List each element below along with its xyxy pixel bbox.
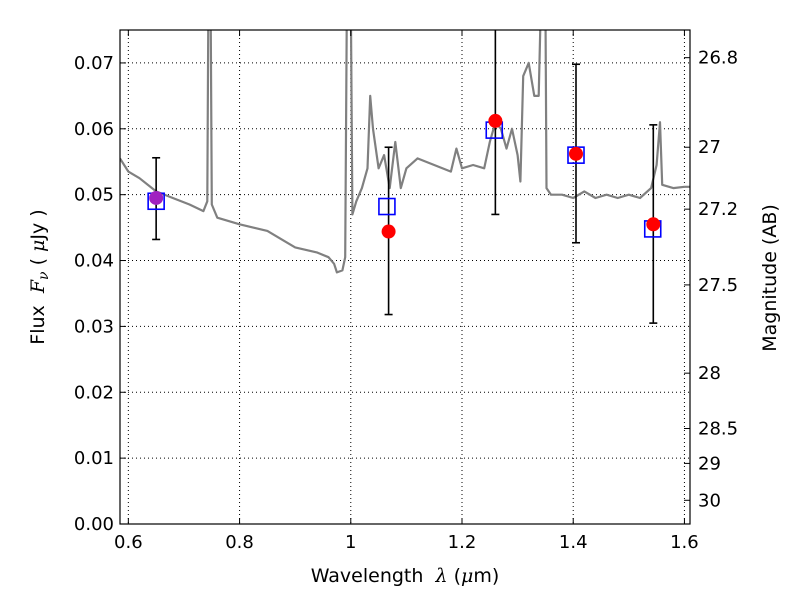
x-tick-label: 0.6 — [114, 532, 143, 553]
x-tick-label: 1.4 — [559, 532, 588, 553]
x-tick-label: 0.8 — [225, 532, 254, 553]
observed-flux-point — [488, 113, 503, 128]
y2-tick-label: 30 — [698, 490, 721, 511]
x-tick-label: 1 — [345, 532, 356, 553]
y-tick-label: 0.01 — [74, 448, 114, 469]
y-tick-label: 0.04 — [74, 251, 114, 272]
model-photometry-square — [378, 197, 396, 216]
y2-tick-label: 29 — [698, 453, 721, 474]
y-tick-label: 0.07 — [74, 53, 114, 74]
y2-tick-label: 27 — [698, 137, 721, 158]
observed-flux-point — [149, 190, 164, 205]
y2-tick-label: 27.2 — [698, 199, 738, 220]
x-tick-label: 1.6 — [670, 532, 699, 553]
y-tick-label: 0.06 — [74, 119, 114, 140]
y2-tick-label: 28.5 — [698, 418, 738, 439]
y-tick-label: 0.03 — [74, 316, 114, 337]
y2-tick-label: 28 — [698, 363, 721, 384]
secondary-y-axis-label: Magnitude (AB) — [759, 204, 781, 352]
observed-flux-point — [569, 146, 583, 161]
axes-frame — [119, 29, 691, 525]
x-axis-label: Wavelength λ (μm) — [311, 565, 500, 587]
y-tick-label: 0.05 — [74, 185, 114, 206]
y-axis-label: Flux Fν ( μJy ) — [27, 209, 52, 344]
model-spectrum-line — [120, 30, 690, 274]
axis-ticks: 0.6 0.8 1 1.2 1.4 1.6 0.00 0.01 0.02 0.03 0.04 0.05… — [74, 30, 738, 553]
observed-flux-point — [646, 217, 661, 232]
plot-area — [120, 30, 690, 324]
y-tick-label: 0.00 — [74, 514, 114, 535]
y2-tick-label: 27.5 — [698, 275, 738, 296]
grid-lines — [120, 30, 690, 525]
observed-flux-point — [381, 224, 396, 239]
x-tick-label: 1.2 — [448, 532, 477, 553]
y-tick-label: 0.02 — [74, 382, 114, 403]
y2-tick-label: 26.8 — [698, 48, 738, 69]
